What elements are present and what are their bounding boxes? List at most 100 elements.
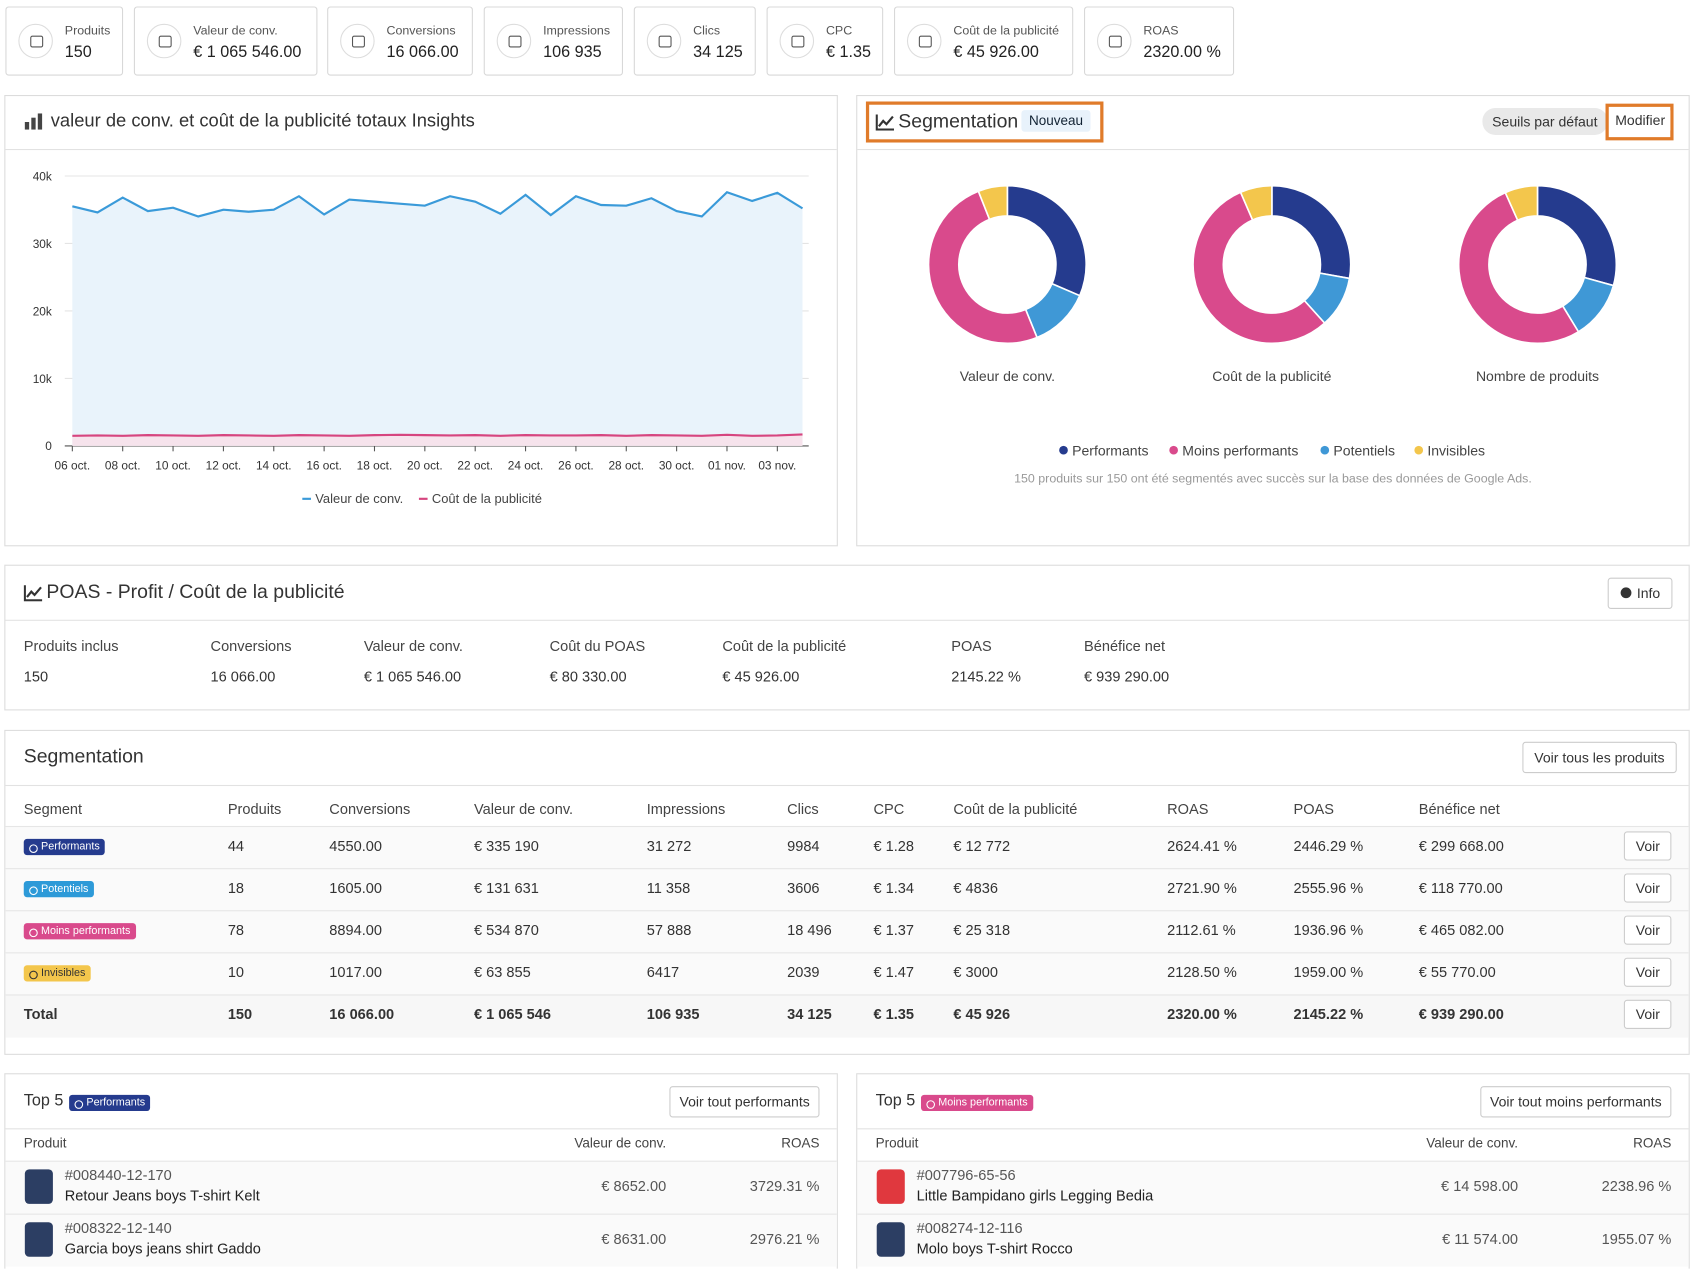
chart-title: valeur de conv. et coût de la publicité …: [50, 110, 475, 131]
table-cell: 106 935: [646, 1006, 700, 1023]
column-header: Produit: [23, 1135, 67, 1151]
kpi-icon: [779, 23, 815, 59]
poas-label: POAS: [951, 638, 992, 655]
product-value: € 14 598.00: [1441, 1177, 1519, 1195]
segmentation-panel: Segmentation Nouveau Seuils par défaut M…: [856, 95, 1690, 547]
product-name: Molo boys T-shirt Rocco: [916, 1240, 1073, 1257]
table-row: [5, 952, 1689, 996]
kpi-card: Produits 150: [5, 6, 124, 76]
view-all-button[interactable]: Voir tout performants: [669, 1086, 820, 1118]
panel-title: Segmentation: [23, 744, 144, 767]
kpi-card: Clics 34 125: [633, 6, 756, 76]
view-all-button[interactable]: Voir tous les produits: [1522, 741, 1677, 774]
kpi-label: ROAS: [1143, 24, 1179, 38]
table-cell: 2145.22 %: [1293, 1006, 1364, 1023]
poas-value: € 939 290.00: [1084, 668, 1170, 685]
info-button[interactable]: Info: [1607, 577, 1673, 609]
segment-badge: Potentiels: [23, 881, 94, 898]
poas-value: 16 066.00: [210, 668, 276, 685]
table-cell: € 63 855: [473, 964, 531, 981]
kpi-value: € 1 065 546.00: [193, 43, 302, 62]
table-cell: 1017.00: [329, 964, 383, 981]
default-thresholds-button[interactable]: Seuils par défaut: [1482, 107, 1608, 135]
segment-badge: Performants: [23, 838, 106, 856]
column-header: Valeur de conv.: [473, 801, 574, 818]
view-button[interactable]: Voir: [1623, 957, 1672, 987]
table-cell: 11 358: [646, 879, 691, 897]
table-cell: € 45 926: [953, 1006, 1011, 1023]
table-row: [857, 1160, 1689, 1214]
chart-icon: [875, 114, 894, 131]
product-value: € 8631.00: [601, 1230, 667, 1248]
table-cell: 1959.00 %: [1293, 964, 1364, 981]
table-cell: € 534 870: [473, 922, 539, 939]
kpi-label: Impressions: [543, 24, 611, 38]
panel-title: POAS - Profit / Coût de la publicité: [46, 580, 345, 603]
product-name: Garcia boys jeans shirt Gaddo: [64, 1240, 261, 1257]
product-id: #008274-12-116: [916, 1220, 1023, 1237]
view-button[interactable]: Voir: [1623, 915, 1672, 945]
table-cell: 9984: [787, 837, 820, 855]
panel-title: Top 5: [875, 1091, 916, 1110]
table-cell: € 1.28: [873, 837, 915, 855]
divider: [5, 148, 837, 151]
product-thumb: [24, 1222, 53, 1257]
kpi-card: Coût de la publicité € 45 926.00: [893, 6, 1074, 76]
table-cell: € 131 631: [473, 879, 539, 897]
kpi-card: Conversions 16 066.00: [327, 6, 473, 76]
kpi-value: 150: [64, 43, 92, 62]
view-button[interactable]: Voir: [1623, 999, 1672, 1029]
divider: [857, 148, 1689, 151]
column-header: Valeur de conv.: [1426, 1135, 1519, 1151]
product-id: #008440-12-170: [64, 1167, 172, 1184]
poas-value: 2145.22 %: [951, 668, 1021, 685]
table-row: [5, 994, 1689, 1038]
product-value: € 8652.00: [601, 1177, 667, 1195]
divider: [857, 1128, 1689, 1130]
product-name: Little Bampidano girls Legging Bedia: [916, 1187, 1154, 1204]
divider: [5, 784, 1689, 787]
poas-label: Produits inclus: [23, 638, 119, 655]
table-cell: € 1 065 546: [473, 1006, 552, 1023]
kpi-icon: [496, 23, 532, 59]
modify-button[interactable]: Modifier: [1609, 107, 1671, 133]
table-row: [5, 825, 1689, 870]
info-icon: [1620, 587, 1632, 599]
divider: [5, 1128, 837, 1130]
product-roas: 1955.07 %: [1601, 1230, 1672, 1248]
segment-badge: Moins performants: [23, 923, 136, 940]
poas-value: € 1 065 546.00: [363, 668, 462, 685]
table-cell: 3606: [787, 879, 820, 897]
kpi-label: Coût de la publicité: [953, 24, 1059, 38]
kpi-icon: [646, 23, 682, 59]
segment-badge: Moins performants: [920, 1094, 1034, 1112]
product-name: Retour Jeans boys T-shirt Kelt: [64, 1187, 260, 1204]
table-cell: 150: [227, 1006, 253, 1023]
kpi-value: € 1.35: [825, 43, 872, 62]
product-roas: 3729.31 %: [749, 1177, 820, 1195]
kpi-card: Valeur de conv. € 1 065 546.00: [133, 6, 318, 76]
column-header: Bénéfice net: [1418, 801, 1500, 818]
table-cell: € 1.34: [873, 879, 915, 897]
column-header: Clics: [787, 801, 819, 818]
panel-title: Top 5: [23, 1091, 64, 1110]
view-all-button[interactable]: Voir tout moins performants: [1480, 1086, 1672, 1118]
table-cell: 44: [227, 837, 245, 855]
table-cell: € 465 082.00: [1418, 922, 1504, 939]
segment-badge: Invisibles: [23, 965, 91, 982]
table-cell: € 939 290.00: [1418, 1006, 1504, 1023]
table-cell: 2721.90 %: [1167, 879, 1237, 897]
column-header: Produit: [875, 1135, 919, 1151]
product-thumb: [876, 1222, 905, 1257]
product-thumb: [876, 1169, 905, 1204]
kpi-icon: [1096, 23, 1132, 59]
view-button[interactable]: Voir: [1623, 831, 1672, 861]
column-header: CPC: [873, 801, 905, 818]
kpi-icon: [340, 23, 375, 59]
view-button[interactable]: Voir: [1623, 873, 1672, 903]
table-cell: 2128.50 %: [1167, 964, 1237, 981]
table-cell: 57 888: [646, 922, 692, 939]
new-badge: Nouveau: [1021, 110, 1091, 132]
column-header: ROAS: [1167, 801, 1209, 818]
